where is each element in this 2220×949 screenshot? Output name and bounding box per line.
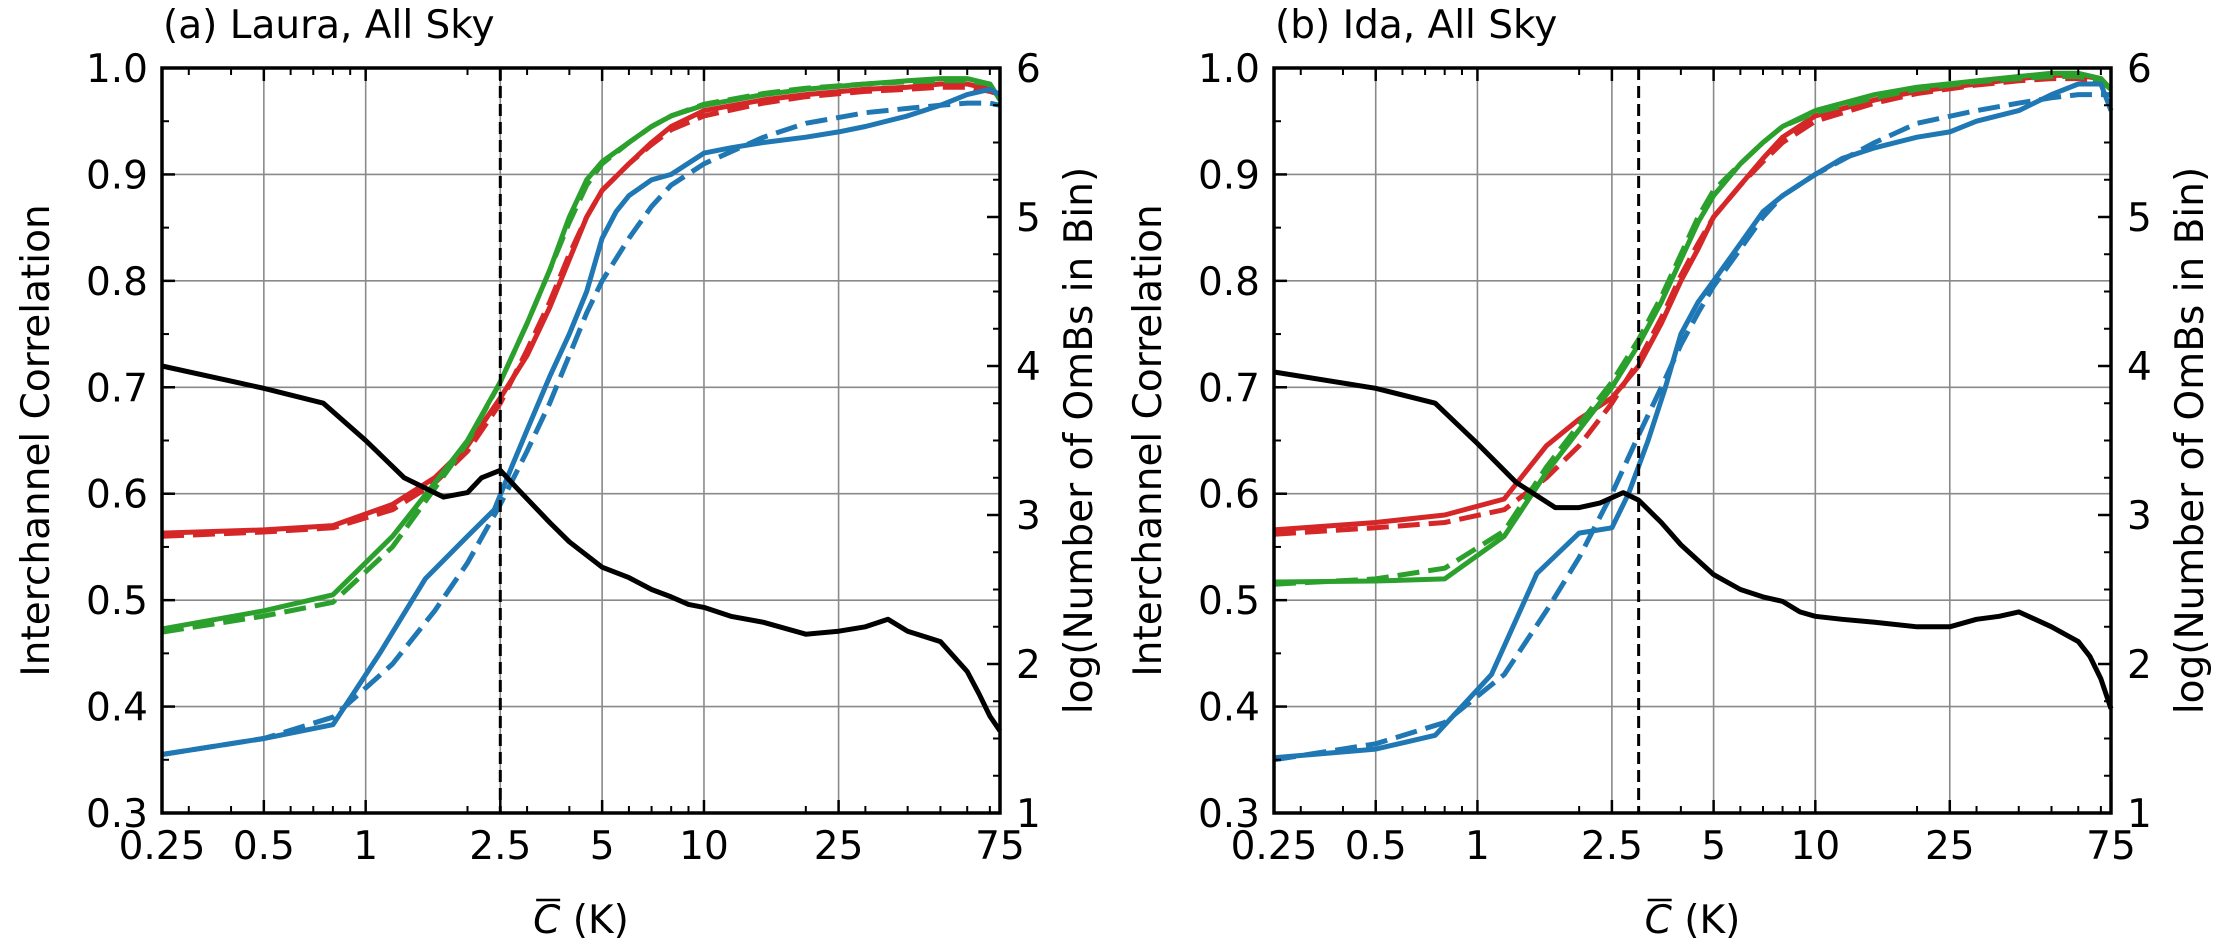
series-line-count (1273, 369, 2114, 710)
y-tick-label: 0.3 (86, 792, 148, 837)
series-line-dashed (1273, 92, 2111, 763)
plot-frame (1272, 66, 2113, 815)
y2-tick-label: 3 (2127, 494, 2152, 539)
y2-tick-label: 4 (2127, 345, 2152, 390)
series-line-solid (161, 86, 1002, 757)
series-line-dashed (161, 100, 1001, 757)
x-tick-label: 1 (353, 824, 378, 869)
series-line-dashed (161, 84, 1001, 539)
x-tick-label: 0.5 (233, 824, 295, 869)
y-tick-label: 0.4 (86, 686, 148, 731)
y2-tick-label: 6 (1016, 47, 1041, 92)
y2-tick-label: 1 (2127, 792, 2152, 837)
x-tick-label: 0.25 (119, 824, 206, 869)
chart-title-b: (b) Ida, All Sky (1275, 3, 1557, 48)
y-tick-label: 0.8 (1198, 260, 1260, 305)
chart-title-a: (a) Laura, All Sky (163, 3, 495, 48)
y2-tick-label: 2 (1016, 643, 1041, 688)
x-tick-label: 10 (679, 824, 729, 869)
y2-tick-label: 5 (1016, 196, 1041, 241)
y-tick-label: 0.7 (86, 366, 148, 411)
y-tick-label: 0.5 (1198, 579, 1260, 624)
y-tick-label: 1.0 (1198, 47, 1260, 92)
y2-tick-label: 6 (2127, 47, 2152, 92)
data-lines-a (161, 68, 1003, 813)
x-tick-label: 75 (2086, 824, 2136, 869)
y2-tick-label: 4 (1016, 345, 1041, 390)
series-line-solid (1273, 72, 2113, 533)
x-tick-label: 25 (1925, 824, 1975, 869)
y2-tick-label: 1 (1016, 792, 1041, 837)
y2-tick-label: 5 (2127, 196, 2152, 241)
y-tick-label: 0.6 (86, 473, 148, 518)
y-tick-label: 0.8 (86, 260, 148, 305)
series-line-solid (1273, 70, 2113, 585)
chart-panel-a: (a) Laura, All Sky Interchannel Correlat… (14, 3, 1102, 943)
x-axis-label-symbol-a: C (533, 898, 561, 943)
data-lines-b (1273, 68, 2114, 813)
x-axis-label-unit-b: (K) (1672, 898, 1740, 943)
x-tick-label: 5 (590, 824, 615, 869)
y2-tick-label: 2 (2127, 643, 2152, 688)
grid-a (162, 68, 1000, 813)
chart-panel-b: (b) Ida, All Sky Interchannel Correlatio… (1126, 3, 2213, 943)
x-tick-label: 10 (1791, 824, 1841, 869)
x-tick-label: 1 (1465, 824, 1490, 869)
series-line-count (161, 363, 1003, 733)
axes-a: 0.25 0.5 1 2.5 5 10 25 750.30.40.50.60.70.80.91… (86, 47, 1041, 869)
y-tick-label: 0.9 (1198, 153, 1260, 198)
x-tick-label: 25 (814, 824, 864, 869)
y2-axis-label-b: log(Number of OmBs in Bin) (2168, 167, 2213, 714)
x-tick-label: 2.5 (469, 824, 531, 869)
x-axis-label-symbol-b: C (1645, 898, 1673, 943)
y2-axis-label-a: log(Number of OmBs in Bin) (1057, 167, 1102, 714)
x-axis-label-unit-a: (K) (560, 898, 628, 943)
series-line-dashed (1273, 74, 2113, 587)
series-line-solid (1273, 81, 2114, 761)
y-tick-label: 0.9 (86, 153, 148, 198)
y-tick-label: 1.0 (86, 47, 148, 92)
y-tick-label: 0.7 (1198, 366, 1260, 411)
y-tick-label: 0.4 (1198, 686, 1260, 731)
y2-tick-label: 3 (1016, 494, 1041, 539)
y-axis-label-b: Interchannel Correlation (1126, 204, 1171, 676)
y-tick-label: 0.3 (1198, 792, 1260, 837)
series-line-dashed (1273, 76, 2113, 537)
y-axis-label-a: Interchannel Correlation (14, 204, 59, 676)
series-line-solid (161, 76, 1003, 632)
x-axis-label-a: C (K) (533, 898, 629, 943)
x-tick-label: 0.25 (1231, 824, 1318, 869)
y-tick-label: 0.5 (86, 579, 148, 624)
x-tick-label: 2.5 (1581, 824, 1643, 869)
grid-b (1274, 68, 2111, 813)
plot-frame (160, 66, 1002, 815)
x-tick-label: 75 (975, 824, 1025, 869)
x-tick-label: 5 (1701, 824, 1726, 869)
series-line-dashed (161, 78, 1003, 635)
axes-b: 0.25 0.5 1 2.5 5 10 25 750.30.40.50.60.70.80.91… (1198, 47, 2152, 869)
x-tick-label: 0.5 (1345, 824, 1407, 869)
y-tick-label: 0.6 (1198, 473, 1260, 518)
x-axis-label-b: C (K) (1645, 898, 1741, 943)
